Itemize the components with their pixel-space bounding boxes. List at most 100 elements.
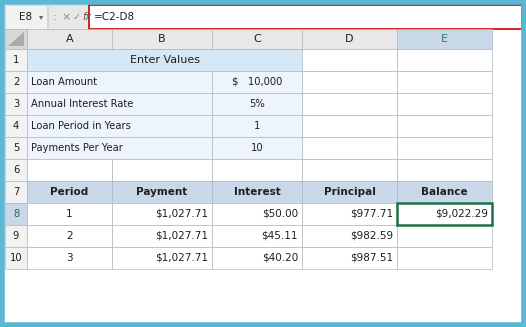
Bar xyxy=(89,5,522,29)
Bar xyxy=(27,115,212,137)
Text: 1: 1 xyxy=(13,55,19,65)
Text: $50.00: $50.00 xyxy=(262,209,298,219)
Text: 2: 2 xyxy=(66,231,73,241)
Bar xyxy=(302,247,397,269)
Text: E8: E8 xyxy=(19,12,33,22)
Text: 7: 7 xyxy=(13,187,19,197)
Text: $40.20: $40.20 xyxy=(262,253,298,263)
Text: 10: 10 xyxy=(251,143,264,153)
Bar xyxy=(27,137,212,159)
Bar xyxy=(397,93,492,115)
Bar xyxy=(302,159,397,181)
Bar xyxy=(302,225,397,247)
Text: Period: Period xyxy=(50,187,88,197)
Text: $45.11: $45.11 xyxy=(261,231,298,241)
Bar xyxy=(27,181,112,203)
Bar xyxy=(5,159,27,181)
Bar xyxy=(302,71,397,93)
Bar xyxy=(212,247,302,269)
Text: $1,027.71: $1,027.71 xyxy=(155,253,208,263)
Bar xyxy=(212,159,302,181)
Bar xyxy=(5,93,27,115)
Bar xyxy=(5,225,27,247)
Text: Payment: Payment xyxy=(136,187,188,197)
Bar xyxy=(27,159,112,181)
Bar xyxy=(397,159,492,181)
Bar xyxy=(5,247,27,269)
Bar xyxy=(302,115,397,137)
Text: Interest: Interest xyxy=(234,187,280,197)
Bar xyxy=(302,49,397,71)
Text: D: D xyxy=(345,34,354,44)
Text: $987.51: $987.51 xyxy=(350,253,393,263)
Text: ✓: ✓ xyxy=(73,12,81,22)
Bar xyxy=(397,115,492,137)
Bar xyxy=(112,203,212,225)
Bar xyxy=(302,137,397,159)
Bar xyxy=(302,29,397,49)
Text: Payments Per Year: Payments Per Year xyxy=(31,143,123,153)
Bar xyxy=(397,203,492,225)
Polygon shape xyxy=(8,32,24,46)
Text: 6: 6 xyxy=(13,165,19,175)
Bar xyxy=(212,93,302,115)
Text: ▾: ▾ xyxy=(39,12,43,22)
Text: Loan Amount: Loan Amount xyxy=(31,77,97,87)
Text: 5%: 5% xyxy=(249,99,265,109)
Bar xyxy=(27,49,302,71)
Bar xyxy=(27,71,212,93)
Text: 8: 8 xyxy=(13,209,19,219)
Text: :: : xyxy=(53,12,57,22)
Bar xyxy=(112,159,212,181)
Text: =C2-D8: =C2-D8 xyxy=(94,12,135,22)
Bar xyxy=(212,71,302,93)
Bar xyxy=(5,203,27,225)
Text: 1: 1 xyxy=(66,209,73,219)
Bar xyxy=(27,225,112,247)
Bar xyxy=(397,225,492,247)
Text: 1: 1 xyxy=(254,121,260,131)
Bar xyxy=(212,115,302,137)
Bar xyxy=(302,181,397,203)
Bar xyxy=(5,49,27,71)
Bar xyxy=(212,181,302,203)
Text: 9: 9 xyxy=(13,231,19,241)
Bar xyxy=(27,29,112,49)
Text: $9,022.29: $9,022.29 xyxy=(435,209,488,219)
Text: $1,027.71: $1,027.71 xyxy=(155,231,208,241)
Text: $977.71: $977.71 xyxy=(350,209,393,219)
Bar xyxy=(212,29,302,49)
Bar xyxy=(112,181,212,203)
Bar xyxy=(397,137,492,159)
Text: 5: 5 xyxy=(13,143,19,153)
Bar xyxy=(397,71,492,93)
Text: $1,027.71: $1,027.71 xyxy=(155,209,208,219)
Bar xyxy=(27,203,112,225)
Bar xyxy=(397,49,492,71)
Text: Annual Interest Rate: Annual Interest Rate xyxy=(31,99,134,109)
Bar xyxy=(27,247,112,269)
Bar xyxy=(48,5,88,29)
Bar xyxy=(5,5,47,29)
Bar xyxy=(5,115,27,137)
Bar xyxy=(212,137,302,159)
Text: fx: fx xyxy=(83,12,92,22)
Text: B: B xyxy=(158,34,166,44)
Bar xyxy=(5,29,27,49)
Text: $   10,000: $ 10,000 xyxy=(232,77,282,87)
Bar xyxy=(302,203,397,225)
Bar xyxy=(112,225,212,247)
Text: Loan Period in Years: Loan Period in Years xyxy=(31,121,131,131)
Bar xyxy=(397,181,492,203)
Text: ×: × xyxy=(62,12,70,22)
Bar xyxy=(5,137,27,159)
Text: 3: 3 xyxy=(13,99,19,109)
Text: C: C xyxy=(253,34,261,44)
Bar xyxy=(112,29,212,49)
Text: Balance: Balance xyxy=(421,187,468,197)
Bar xyxy=(212,203,302,225)
Text: 4: 4 xyxy=(13,121,19,131)
Text: E: E xyxy=(441,34,448,44)
Bar xyxy=(5,181,27,203)
Bar xyxy=(5,71,27,93)
